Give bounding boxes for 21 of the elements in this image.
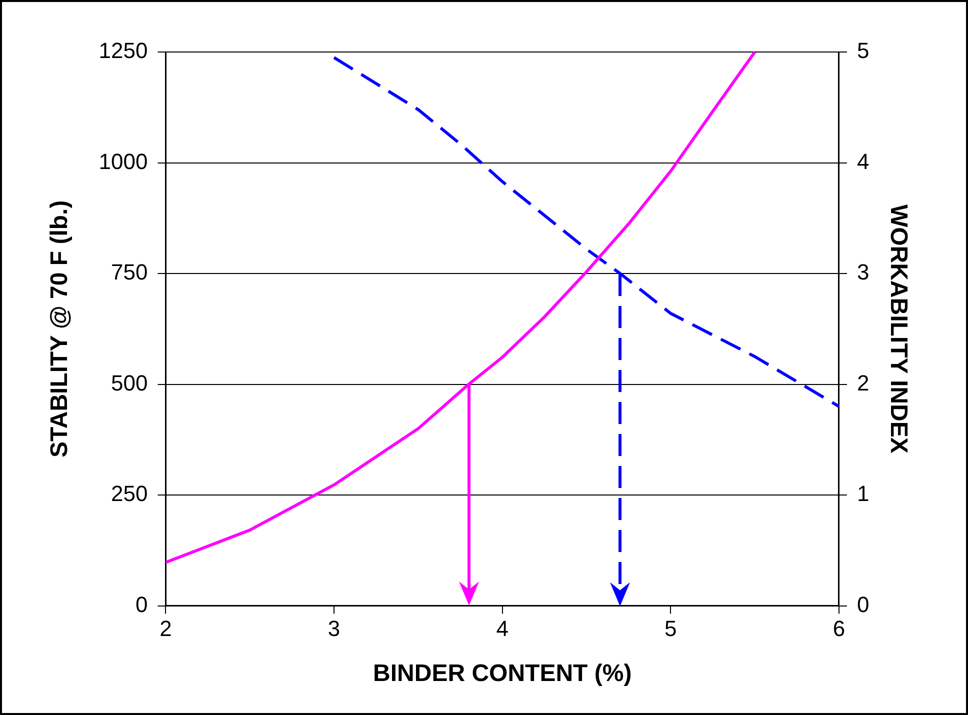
x-axis-title: BINDER CONTENT (%): [373, 660, 632, 688]
x-tick-label: 2: [160, 616, 172, 642]
y-tick-label: 500: [111, 370, 148, 396]
y-tick-label: 1000: [98, 148, 148, 174]
x-tick-label: 6: [832, 616, 846, 642]
y2-tick-label: 5: [856, 38, 870, 64]
line-series: [332, 56, 839, 408]
x-tick-label: 5: [664, 616, 677, 642]
y-tick-label: 1250: [98, 38, 148, 64]
y2-tick-label: 4: [856, 148, 870, 174]
y-tick-label: 750: [111, 260, 148, 285]
y2-tick-label: 0: [856, 592, 870, 617]
y2-tick-label: 3: [856, 260, 870, 285]
y-tick-label: 250: [111, 481, 148, 506]
y2-tick-label: 1: [856, 481, 870, 506]
x-tick-label: 3: [328, 616, 340, 642]
y2-tick-label: 2: [856, 370, 870, 396]
x-tick-label: 4: [496, 616, 508, 642]
y-tick-label: 0: [135, 592, 148, 617]
y2-axis-title: WORKABILITY INDEX: [884, 204, 912, 454]
y-axis-title: STABILITY @ 70 F (lb.): [46, 200, 74, 458]
